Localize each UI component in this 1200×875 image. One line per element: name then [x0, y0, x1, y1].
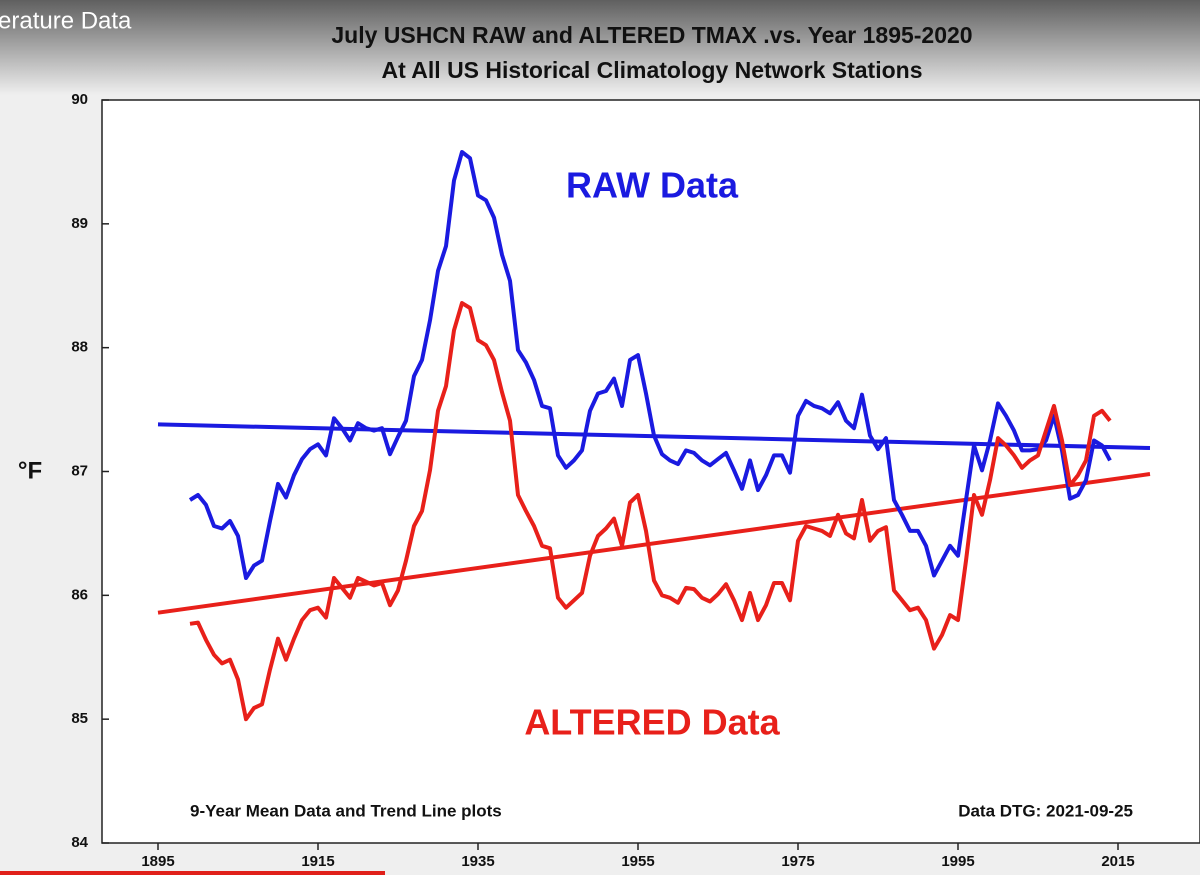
x-tick-label: 1915	[301, 853, 334, 870]
y-tick-label: 84	[71, 834, 88, 851]
x-tick-label: 1995	[941, 853, 974, 870]
y-axis-label: °F	[18, 457, 42, 484]
x-tick-label: 1955	[621, 853, 654, 870]
annotation: RAW Data	[566, 165, 739, 206]
y-tick-label: 86	[71, 586, 88, 603]
data-line	[189, 301, 1112, 722]
video-title: erature Data	[0, 7, 132, 34]
annotation: Data DTG: 2021-09-25	[958, 801, 1133, 820]
y-tick-label: 89	[71, 215, 88, 232]
video-overlay	[0, 0, 1200, 95]
plot-area	[101, 99, 1200, 844]
x-tick-label: 1975	[781, 853, 814, 870]
x-tick-label: 1935	[461, 853, 494, 870]
y-tick-label: 90	[71, 91, 88, 108]
progress-bar	[0, 871, 385, 875]
x-tick-label: 1895	[141, 853, 174, 870]
chart-subtitle: At All US Historical Climatology Network…	[381, 57, 922, 83]
annotation: 9-Year Mean Data and Trend Line plots	[190, 801, 502, 820]
x-tick-label: 2015	[1101, 853, 1134, 870]
annotation: ALTERED Data	[524, 702, 780, 743]
chart-title: July USHCN RAW and ALTERED TMAX .vs. Yea…	[331, 22, 972, 48]
y-tick-label: 87	[71, 462, 88, 479]
data-line	[188, 150, 1112, 580]
y-tick-label: 85	[71, 710, 88, 727]
y-tick-label: 88	[71, 339, 88, 356]
